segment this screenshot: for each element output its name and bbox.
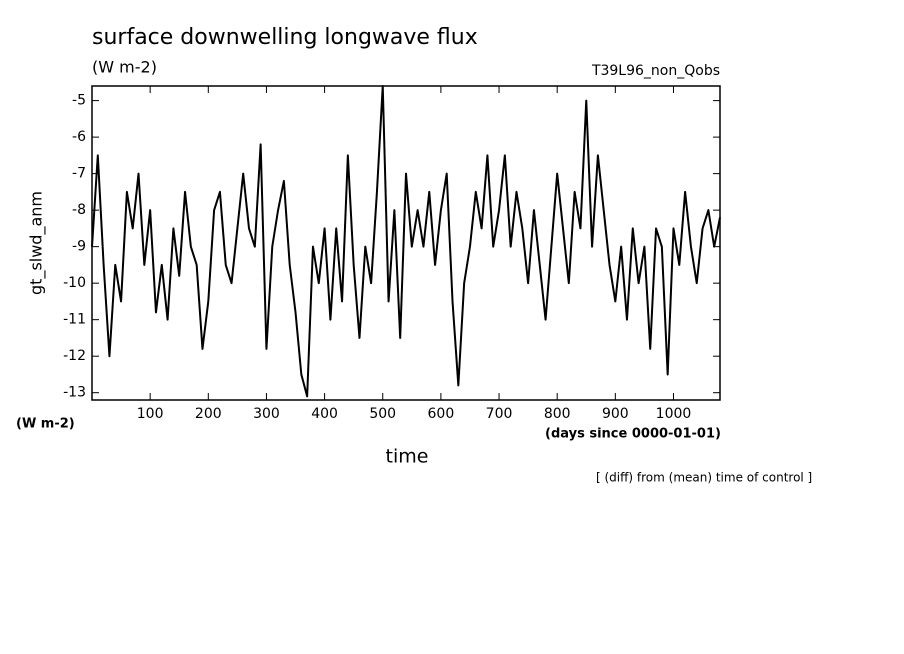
- x-tick-label: 900: [602, 406, 629, 422]
- x-tick-label: 400: [311, 406, 338, 422]
- x-tick-label: 800: [544, 406, 571, 422]
- x-axis-label: time: [386, 446, 429, 468]
- data-line: [91, 85, 721, 398]
- y-unit: (W m-2): [16, 417, 75, 432]
- chart-subtitle: (W m-2): [92, 58, 157, 77]
- y-tick-label: -11: [63, 312, 86, 328]
- x-tick-label: 100: [137, 406, 164, 422]
- y-tick-label: -8: [72, 202, 86, 218]
- x-tick-label: 600: [428, 406, 455, 422]
- chart-title: surface downwelling longwave flux: [92, 25, 478, 50]
- y-tick-label: -9: [72, 239, 86, 255]
- note: [ (diff) from (mean) time of control ]: [596, 471, 812, 485]
- x-tick-label: 300: [253, 406, 280, 422]
- run-label: T39L96_non_Qobs: [591, 63, 720, 79]
- y-tick-label: -6: [72, 129, 86, 145]
- y-tick-label: -5: [72, 93, 86, 109]
- x-tick-label: 500: [369, 406, 396, 422]
- y-tick-label: -10: [63, 275, 86, 291]
- x-unit: (days since 0000-01-01): [545, 427, 721, 442]
- y-tick-label: -12: [63, 348, 86, 364]
- y-tick-label: -7: [72, 166, 86, 182]
- x-tick-label: 700: [486, 406, 513, 422]
- x-tick-label: 200: [195, 406, 222, 422]
- y-tick-label: -13: [63, 385, 86, 401]
- plot-frame: [91, 85, 721, 401]
- y-axis-label: gt_slwd_anm: [27, 191, 47, 295]
- x-tick-label: 1000: [656, 406, 692, 422]
